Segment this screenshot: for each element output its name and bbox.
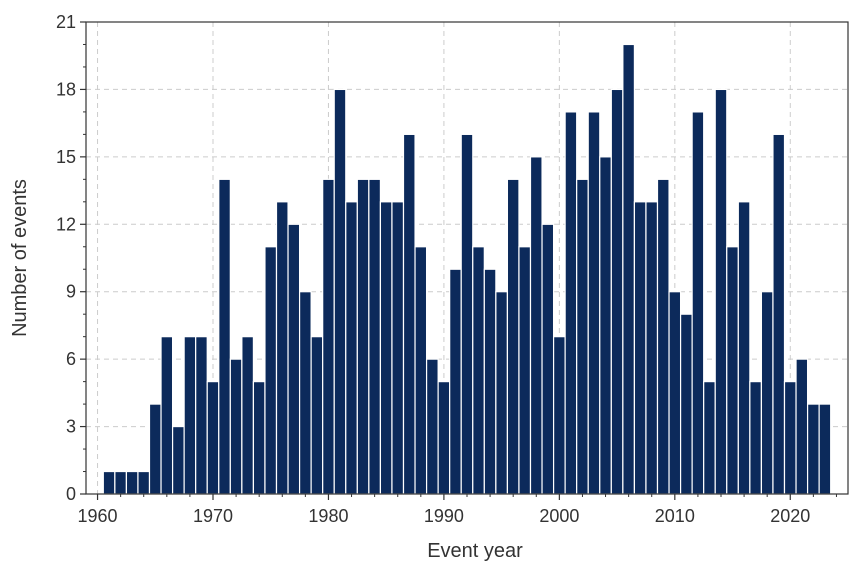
bar [414, 246, 428, 495]
x-tick-label: 2010 [655, 506, 695, 526]
bar [529, 156, 543, 495]
y-tick-label: 9 [66, 282, 76, 302]
bar [726, 246, 739, 495]
bar [495, 291, 509, 495]
bar [368, 178, 382, 495]
bars [102, 43, 832, 495]
bar [795, 358, 809, 495]
y-tick-label: 21 [56, 12, 76, 32]
bar [206, 381, 220, 495]
bar [241, 336, 255, 495]
bar [114, 470, 128, 495]
x-tick-label: 1990 [424, 506, 464, 526]
bar [333, 88, 347, 495]
bar [425, 358, 439, 495]
bar [691, 111, 705, 495]
bar [322, 178, 335, 495]
bar [183, 336, 197, 495]
bar [714, 88, 728, 495]
x-tick-label: 1980 [308, 506, 348, 526]
bar [287, 223, 301, 495]
bar [599, 156, 612, 495]
y-tick-label: 18 [56, 79, 76, 99]
y-tick-label: 15 [56, 147, 76, 167]
bar [460, 133, 474, 495]
bar [252, 381, 266, 495]
x-tick-label: 1970 [193, 506, 233, 526]
bar [760, 291, 774, 495]
y-tick-label: 0 [66, 484, 76, 504]
bar [564, 111, 578, 495]
bar [552, 336, 566, 495]
bar [102, 470, 116, 495]
y-tick-label: 6 [66, 349, 76, 369]
bar [622, 43, 636, 495]
bar [703, 381, 716, 495]
bar [576, 178, 589, 495]
x-tick-label: 2000 [539, 506, 579, 526]
bar [160, 336, 174, 495]
bar [633, 201, 647, 495]
bar [437, 381, 451, 495]
bar [229, 358, 243, 495]
bar [668, 291, 682, 495]
bar [137, 470, 151, 495]
bar [449, 268, 462, 495]
bar [391, 201, 405, 495]
bar [749, 381, 763, 495]
bar [298, 291, 312, 495]
bar [679, 313, 693, 495]
bar [402, 133, 416, 495]
bar [171, 425, 185, 495]
bar [379, 201, 393, 495]
bar [472, 246, 485, 495]
bar [275, 201, 289, 495]
bar [506, 178, 520, 495]
bar [610, 88, 624, 495]
bar [310, 336, 324, 495]
bar [737, 201, 751, 495]
x-tick-label: 1960 [78, 506, 118, 526]
y-axis-ticks: 0 3 6 9 12 15 18 21 [56, 12, 86, 504]
bar [195, 336, 208, 495]
bar [541, 223, 555, 495]
bar [806, 403, 820, 495]
bar [148, 403, 162, 495]
bar [587, 111, 601, 495]
x-axis-label: Event year [427, 540, 523, 562]
bar [125, 470, 139, 495]
bar [218, 178, 231, 495]
bar [772, 133, 786, 495]
bar [264, 246, 278, 495]
y-tick-label: 3 [66, 417, 76, 437]
bar [783, 381, 797, 495]
y-tick-label: 12 [56, 214, 76, 234]
x-axis-ticks: 1960 1970 1980 1990 2000 2010 2020 [78, 494, 837, 526]
bar [818, 403, 832, 495]
y-axis-label: Number of events [9, 179, 31, 337]
x-tick-label: 2020 [770, 506, 810, 526]
bar [518, 246, 532, 495]
bar [645, 201, 659, 495]
bar [345, 201, 358, 495]
bar [656, 178, 670, 495]
bar [483, 268, 497, 495]
bar [356, 178, 370, 495]
